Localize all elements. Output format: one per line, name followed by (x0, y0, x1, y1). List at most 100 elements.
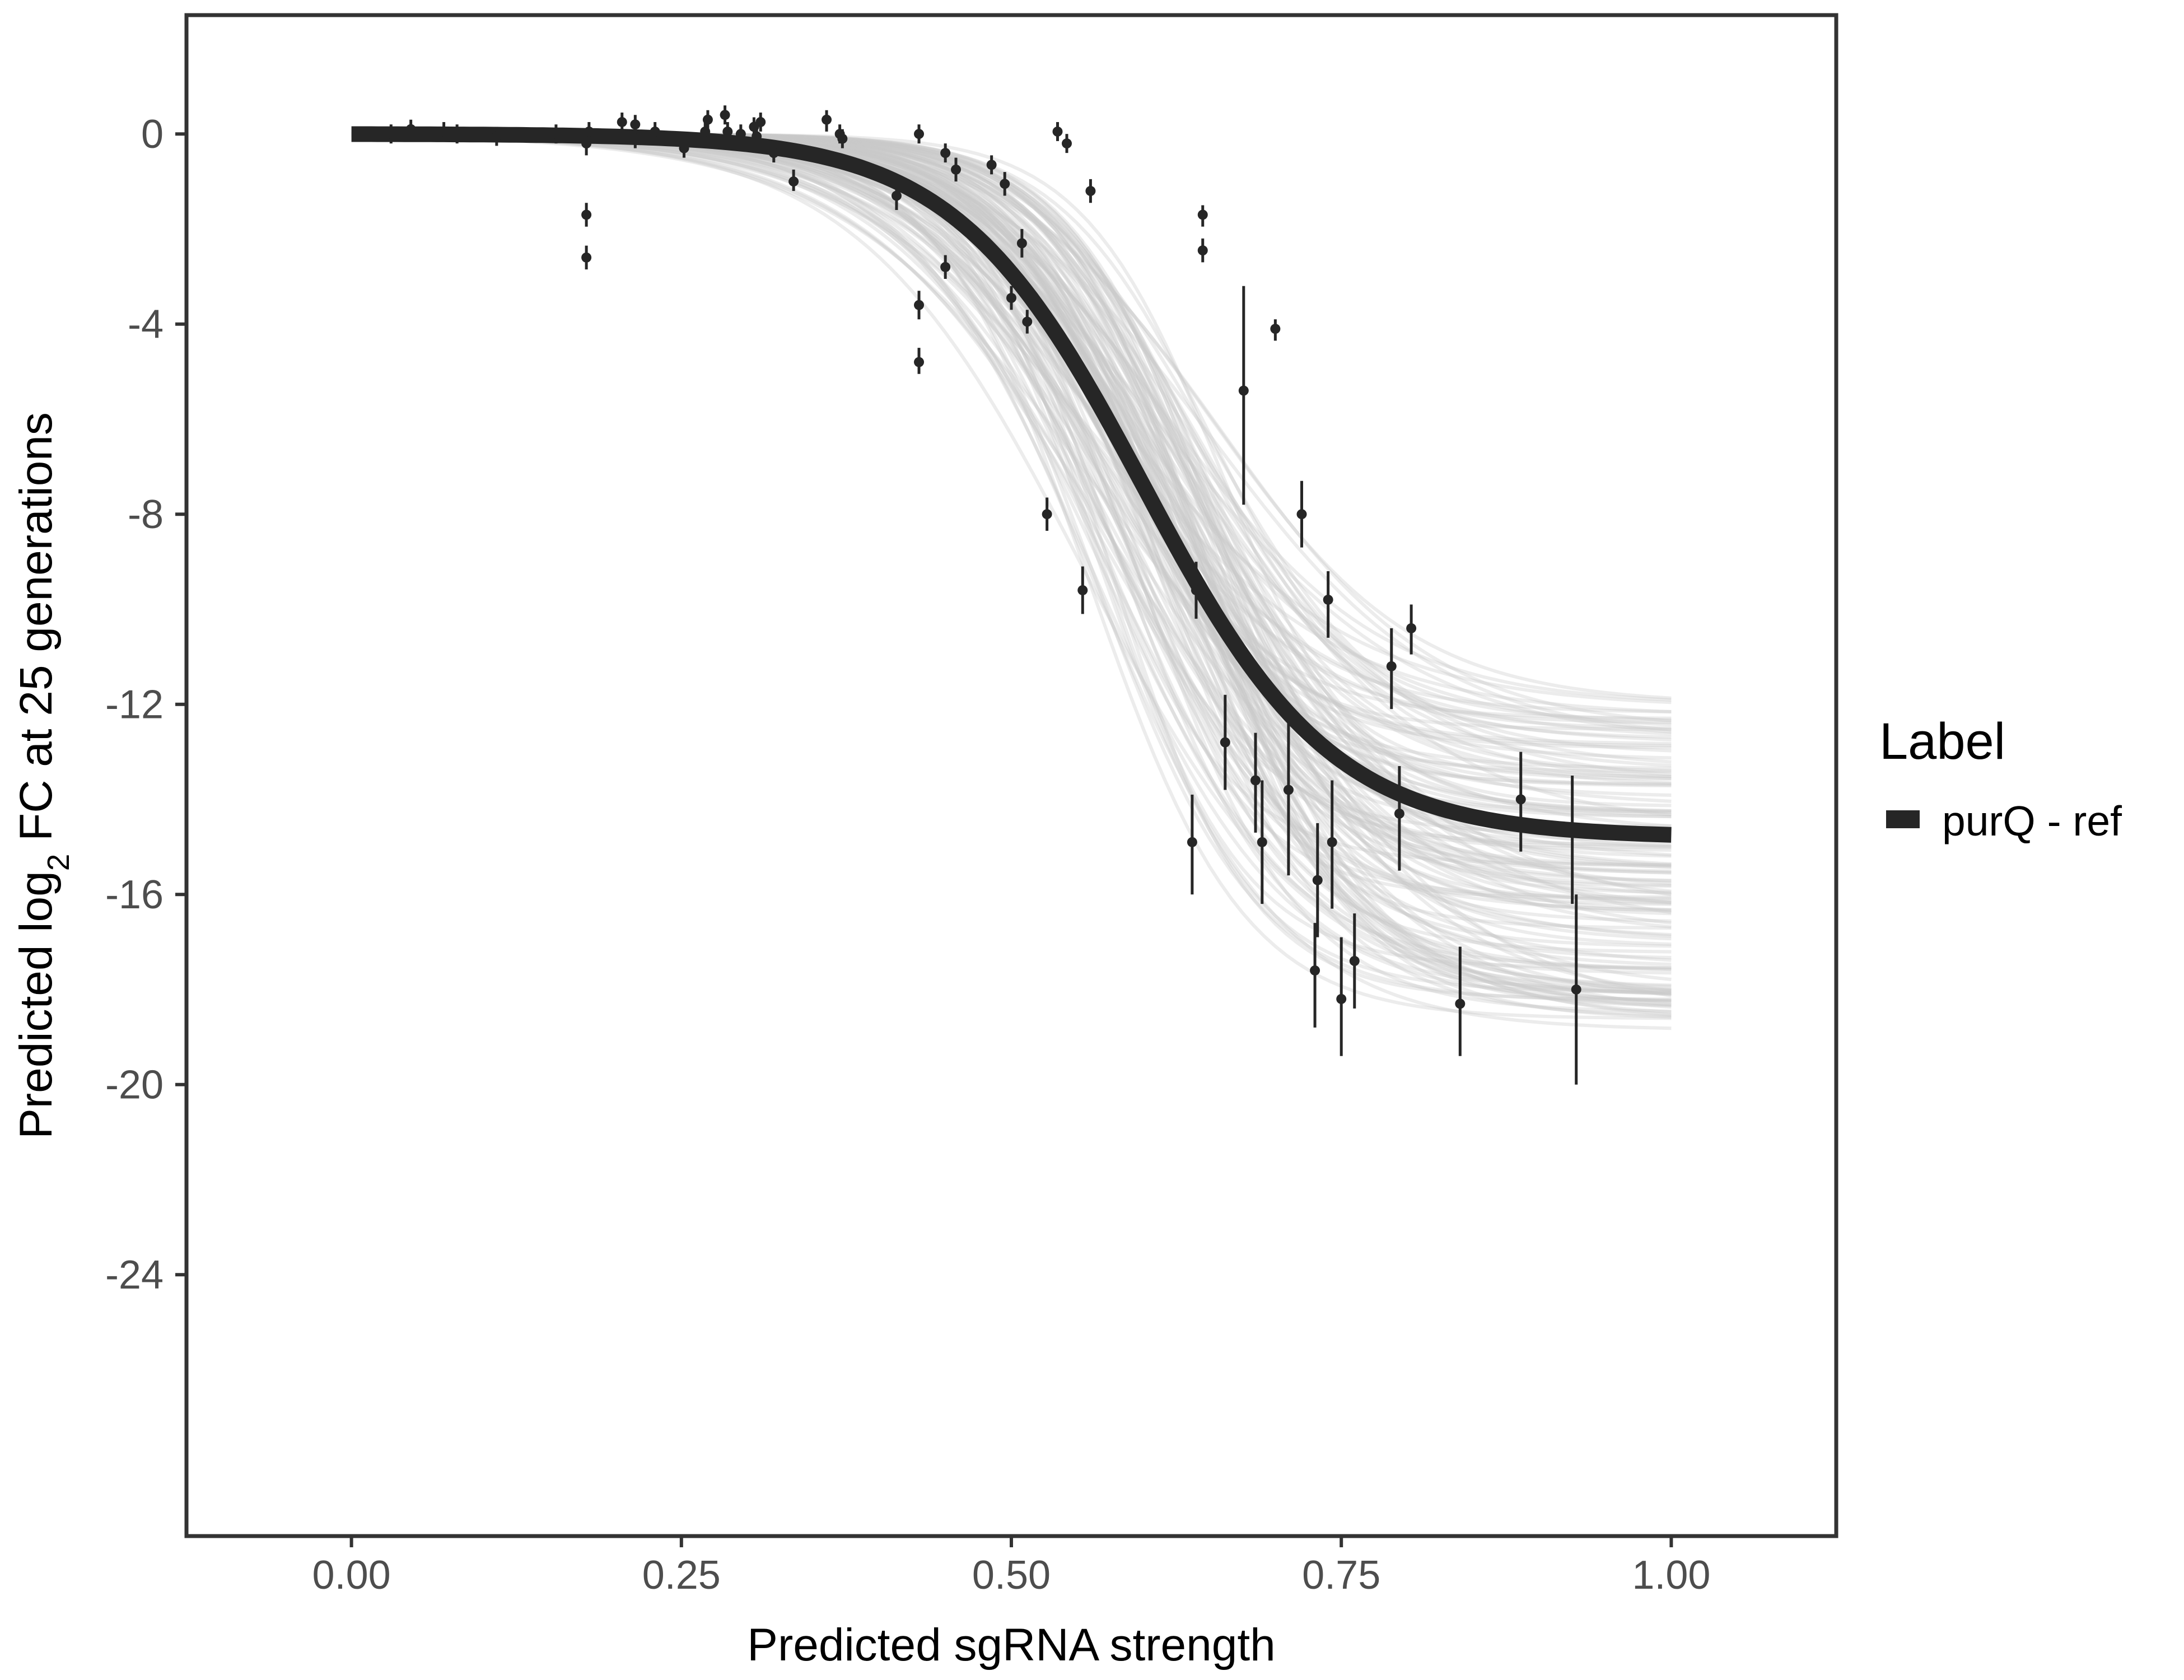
data-point (1250, 732, 1261, 833)
y-tick-label: 0 (141, 112, 164, 157)
data-point (452, 124, 463, 144)
data-point (630, 129, 641, 148)
data-point (386, 124, 396, 144)
point-marker (940, 262, 951, 272)
y-tick-label: -24 (105, 1253, 164, 1298)
data-point (1257, 780, 1267, 904)
y-axis-title-subscript: 2 (41, 854, 76, 871)
data-point (1336, 937, 1347, 1056)
legend-title: Label (1879, 713, 2005, 770)
point-marker (630, 133, 641, 144)
point-marker (438, 126, 449, 137)
point-marker (722, 126, 733, 137)
posterior-draw-line (351, 134, 1672, 895)
point-marker (1187, 837, 1197, 847)
point-marker (822, 114, 832, 125)
data-point (1197, 238, 1208, 263)
data-point (1220, 694, 1230, 790)
point-marker (1270, 324, 1281, 334)
data-point (735, 124, 746, 144)
data-point (914, 348, 925, 374)
point-marker (1197, 209, 1208, 220)
point-marker (1197, 245, 1208, 256)
data-point (951, 157, 962, 182)
point-marker (914, 300, 925, 310)
data-point (788, 169, 799, 192)
point-marker (1394, 808, 1404, 819)
point-marker (735, 129, 746, 139)
x-tick-label: 1.00 (1632, 1553, 1710, 1598)
x-tick-label: 0.75 (1302, 1553, 1380, 1598)
data-point (1567, 776, 1578, 904)
point-marker (1327, 837, 1337, 847)
point-marker (581, 252, 592, 263)
point-marker (891, 190, 902, 201)
data-point (1283, 704, 1294, 876)
y-axis-ticks: 0 -4 -8 -12 -16 -20 -24 (105, 112, 185, 1298)
point-marker (1000, 179, 1010, 189)
y-tick-label: -12 (105, 683, 164, 727)
y-tick-label: -20 (105, 1063, 164, 1108)
data-point (702, 110, 713, 129)
point-marker (1567, 827, 1578, 838)
legend: Label purQ - ref (1879, 713, 2122, 844)
point-marker (752, 131, 762, 142)
point-marker (940, 148, 951, 158)
data-point (1061, 134, 1072, 153)
data-point (755, 112, 766, 132)
point-marker (1077, 585, 1088, 595)
point-marker (630, 119, 641, 130)
point-marker (1085, 186, 1096, 197)
data-point (1455, 946, 1466, 1056)
data-point (940, 255, 951, 279)
data-point (550, 124, 561, 144)
point-marker (1022, 316, 1033, 327)
data-point (1016, 228, 1027, 258)
legend-label: purQ - ref (1942, 797, 2122, 844)
y-tick-label: -16 (105, 872, 164, 917)
y-tick-label: -4 (128, 302, 164, 347)
data-points (386, 105, 1581, 1085)
data-point (581, 245, 592, 270)
point-marker (1042, 509, 1052, 520)
data-point (405, 119, 416, 139)
data-point (1349, 913, 1360, 1009)
point-marker (837, 133, 848, 144)
data-point (752, 127, 762, 146)
data-point (1077, 566, 1088, 614)
point-marker (914, 357, 925, 367)
y-tick-label: -8 (128, 492, 164, 537)
point-marker (1386, 661, 1397, 671)
point-marker (1052, 126, 1063, 137)
data-point (914, 291, 925, 320)
point-marker (1336, 993, 1347, 1004)
data-point (1327, 780, 1337, 909)
point-marker (1406, 623, 1417, 633)
data-point (1187, 794, 1197, 895)
data-point (1323, 571, 1333, 638)
point-marker (1191, 585, 1201, 595)
point-marker (1283, 785, 1294, 795)
point-marker (1515, 794, 1526, 805)
y-axis-title: Predicted log2 FC at 25 generations (11, 412, 76, 1139)
data-point (1006, 286, 1016, 310)
point-marker (951, 164, 962, 175)
point-marker (1312, 875, 1323, 885)
data-point (1296, 480, 1307, 548)
point-marker (1250, 775, 1261, 786)
data-point (1042, 497, 1052, 531)
point-marker (914, 129, 925, 139)
data-point (1386, 628, 1397, 710)
data-point (986, 155, 997, 175)
x-tick-label: 0.50 (972, 1553, 1051, 1598)
data-point (1515, 752, 1526, 852)
point-marker (584, 126, 594, 137)
data-point (679, 138, 689, 158)
point-marker (720, 110, 730, 120)
y-axis-title-main: Predicted log (11, 871, 62, 1139)
data-point (1270, 319, 1281, 341)
data-point (1406, 604, 1417, 655)
data-point (768, 143, 779, 163)
data-point (1000, 172, 1010, 196)
data-point (617, 112, 627, 132)
